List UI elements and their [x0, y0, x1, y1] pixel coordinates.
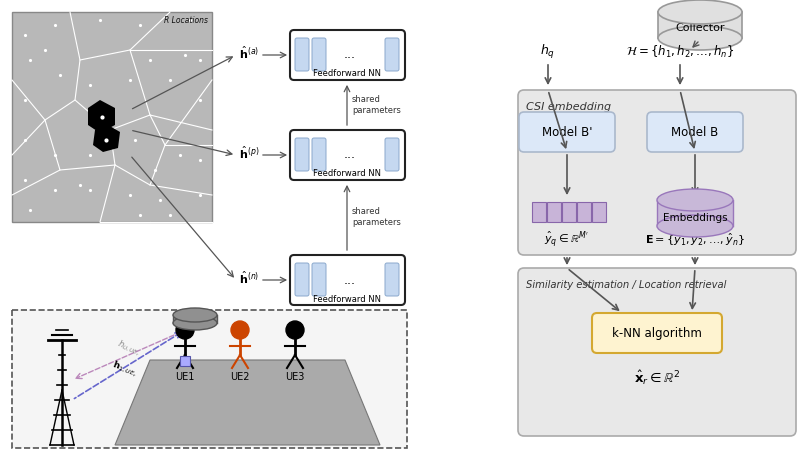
Text: UE3: UE3 — [285, 372, 305, 382]
FancyBboxPatch shape — [290, 30, 405, 80]
Text: $\mathbf{h}_{1,UE_r}$: $\mathbf{h}_{1,UE_r}$ — [110, 358, 140, 379]
Ellipse shape — [173, 316, 217, 330]
Text: UE1: UE1 — [175, 372, 195, 382]
FancyBboxPatch shape — [385, 263, 399, 296]
Text: $\hat{\mathbf{x}}_r \in \mathbb{R}^2$: $\hat{\mathbf{x}}_r \in \mathbb{R}^2$ — [633, 369, 680, 387]
FancyBboxPatch shape — [290, 255, 405, 305]
Circle shape — [286, 321, 304, 339]
FancyBboxPatch shape — [295, 38, 309, 71]
Text: ...: ... — [344, 148, 356, 162]
Text: Embeddings: Embeddings — [663, 213, 727, 223]
FancyBboxPatch shape — [295, 138, 309, 171]
Text: Model B': Model B' — [541, 126, 592, 138]
FancyBboxPatch shape — [519, 112, 615, 152]
Text: shared
parameters: shared parameters — [352, 95, 401, 115]
Text: CSI embedding: CSI embedding — [526, 102, 611, 112]
Bar — [180, 356, 190, 366]
FancyBboxPatch shape — [385, 138, 399, 171]
FancyBboxPatch shape — [295, 263, 309, 296]
Text: $\mathbf{E} = \{\hat{y}_1, \hat{y}_2, \ldots, \hat{y}_n\}$: $\mathbf{E} = \{\hat{y}_1, \hat{y}_2, \l… — [645, 232, 745, 248]
Text: Collector: Collector — [675, 23, 725, 33]
Ellipse shape — [173, 308, 217, 322]
Text: $\mathcal{H} = \{h_1, h_2, \ldots, h_n\}$: $\mathcal{H} = \{h_1, h_2, \ldots, h_n\}… — [625, 44, 734, 60]
Bar — [547, 202, 561, 222]
FancyBboxPatch shape — [312, 138, 326, 171]
Text: ...: ... — [344, 49, 356, 61]
Bar — [12, 310, 407, 448]
Polygon shape — [88, 100, 115, 133]
Polygon shape — [93, 125, 120, 152]
FancyBboxPatch shape — [518, 90, 796, 255]
FancyBboxPatch shape — [592, 313, 722, 353]
Text: Feedforward NN: Feedforward NN — [313, 294, 381, 303]
FancyBboxPatch shape — [518, 268, 796, 436]
Text: Model B: Model B — [671, 126, 718, 138]
Text: $\hat{\mathbf{h}}^{(n)}$: $\hat{\mathbf{h}}^{(n)}$ — [239, 270, 259, 286]
Text: UE2: UE2 — [230, 372, 250, 382]
Text: Feedforward NN: Feedforward NN — [313, 170, 381, 178]
Text: Similarity estimation / Location retrieval: Similarity estimation / Location retriev… — [526, 280, 726, 290]
Bar — [577, 202, 591, 222]
Text: $h_{U,UE_r}$: $h_{U,UE_r}$ — [115, 338, 143, 359]
Text: $\hat{y}_q \in \mathbb{R}^{M^\prime}$: $\hat{y}_q \in \mathbb{R}^{M^\prime}$ — [545, 230, 590, 250]
Bar — [12, 12, 212, 222]
Bar — [532, 202, 546, 222]
Text: k-NN algorithm: k-NN algorithm — [612, 327, 702, 339]
Text: $\hat{\mathbf{h}}^{(p)}$: $\hat{\mathbf{h}}^{(p)}$ — [239, 145, 259, 161]
Text: $\hat{\mathbf{h}}^{(a)}$: $\hat{\mathbf{h}}^{(a)}$ — [239, 45, 259, 61]
Ellipse shape — [657, 215, 733, 237]
FancyBboxPatch shape — [312, 38, 326, 71]
Text: $h_q$: $h_q$ — [541, 43, 556, 61]
Polygon shape — [173, 315, 217, 323]
Ellipse shape — [658, 0, 742, 24]
Polygon shape — [658, 12, 742, 38]
Ellipse shape — [658, 26, 742, 50]
FancyBboxPatch shape — [312, 263, 326, 296]
Bar — [562, 202, 576, 222]
Text: shared
parameters: shared parameters — [352, 207, 401, 227]
Text: Feedforward NN: Feedforward NN — [313, 70, 381, 79]
Text: R Locations: R Locations — [164, 16, 208, 25]
Ellipse shape — [657, 189, 733, 211]
FancyBboxPatch shape — [385, 38, 399, 71]
Circle shape — [176, 321, 194, 339]
Polygon shape — [115, 360, 380, 445]
FancyBboxPatch shape — [290, 130, 405, 180]
Text: ...: ... — [344, 273, 356, 287]
FancyBboxPatch shape — [647, 112, 743, 152]
Bar — [592, 202, 606, 222]
Polygon shape — [657, 200, 733, 226]
Circle shape — [231, 321, 249, 339]
